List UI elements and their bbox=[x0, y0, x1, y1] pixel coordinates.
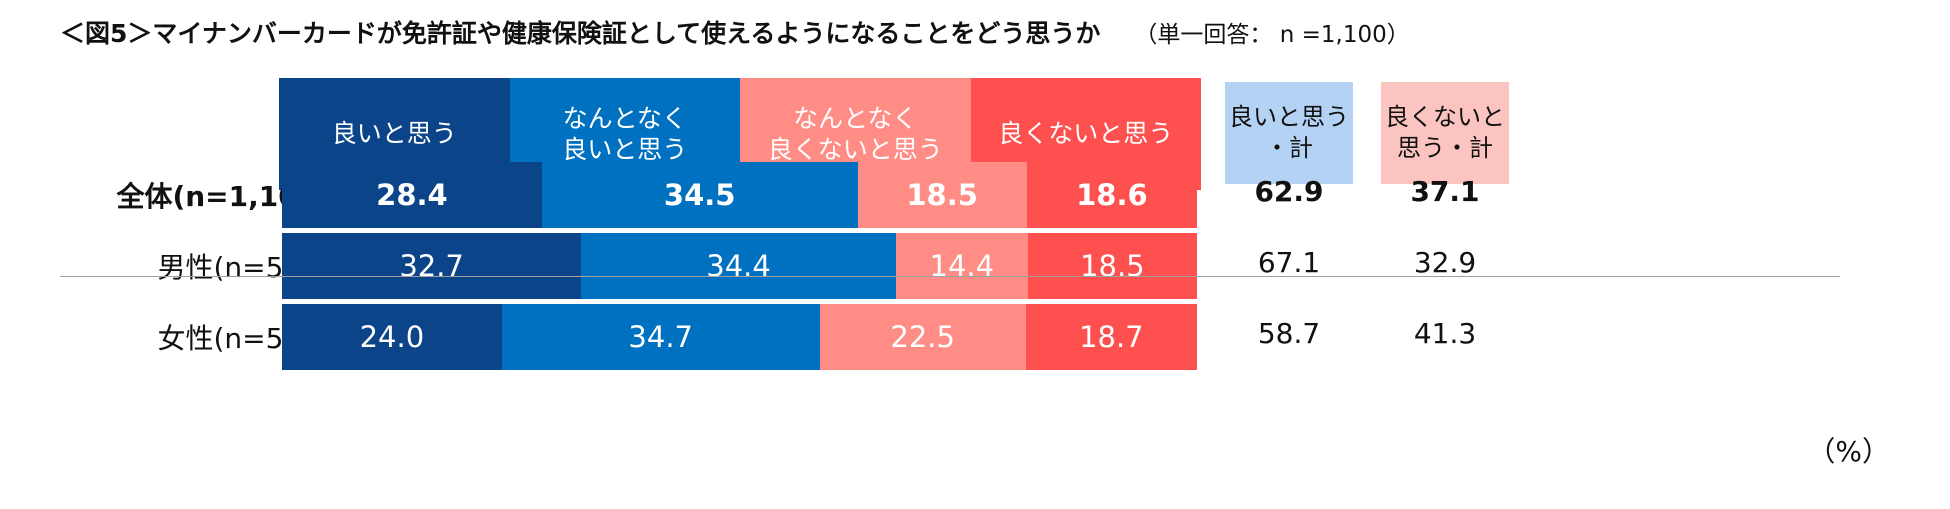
bar-segment: 34.5 bbox=[541, 162, 858, 228]
bad-total-header: 良くないと 思う・計 bbox=[1381, 82, 1509, 184]
bad-total-value: 41.3 bbox=[1413, 316, 1477, 350]
bar-segment: 34.4 bbox=[581, 233, 896, 299]
good-total-value: 58.7 bbox=[1257, 316, 1321, 350]
bar-segment: 18.7 bbox=[1025, 304, 1197, 370]
bar-segment: 28.4 bbox=[282, 162, 542, 228]
title-text: ＜図5＞マイナンバーカードが免許証や健康保険証として使えるようになることをどう思… bbox=[60, 19, 1101, 48]
bad-total-value: 32.9 bbox=[1413, 245, 1477, 279]
bar-segment: 18.6 bbox=[1026, 162, 1197, 228]
divider bbox=[60, 276, 1840, 277]
chart-title: ＜図5＞マイナンバーカードが免許証や健康保険証として使えるようになることをどう思… bbox=[60, 14, 1410, 50]
good-total-value: 62.9 bbox=[1254, 174, 1324, 208]
bar-segment: 18.5 bbox=[1027, 233, 1197, 299]
bar-segment: 24.0 bbox=[282, 304, 502, 370]
bar-segment: 32.7 bbox=[282, 233, 582, 299]
sample-note: （単一回答： n =1,100） bbox=[1134, 22, 1410, 48]
good-total-header: 良いと思う ・計 bbox=[1225, 82, 1353, 184]
bar-segment: 18.5 bbox=[857, 162, 1027, 228]
bar-segment: 22.5 bbox=[819, 304, 1026, 370]
unit-label: （%） bbox=[1807, 435, 1890, 468]
bar-segment: 34.7 bbox=[501, 304, 820, 370]
good-total-value: 67.1 bbox=[1257, 245, 1321, 279]
bar-segment: 14.4 bbox=[895, 233, 1028, 299]
bad-total-value: 37.1 bbox=[1410, 174, 1480, 208]
